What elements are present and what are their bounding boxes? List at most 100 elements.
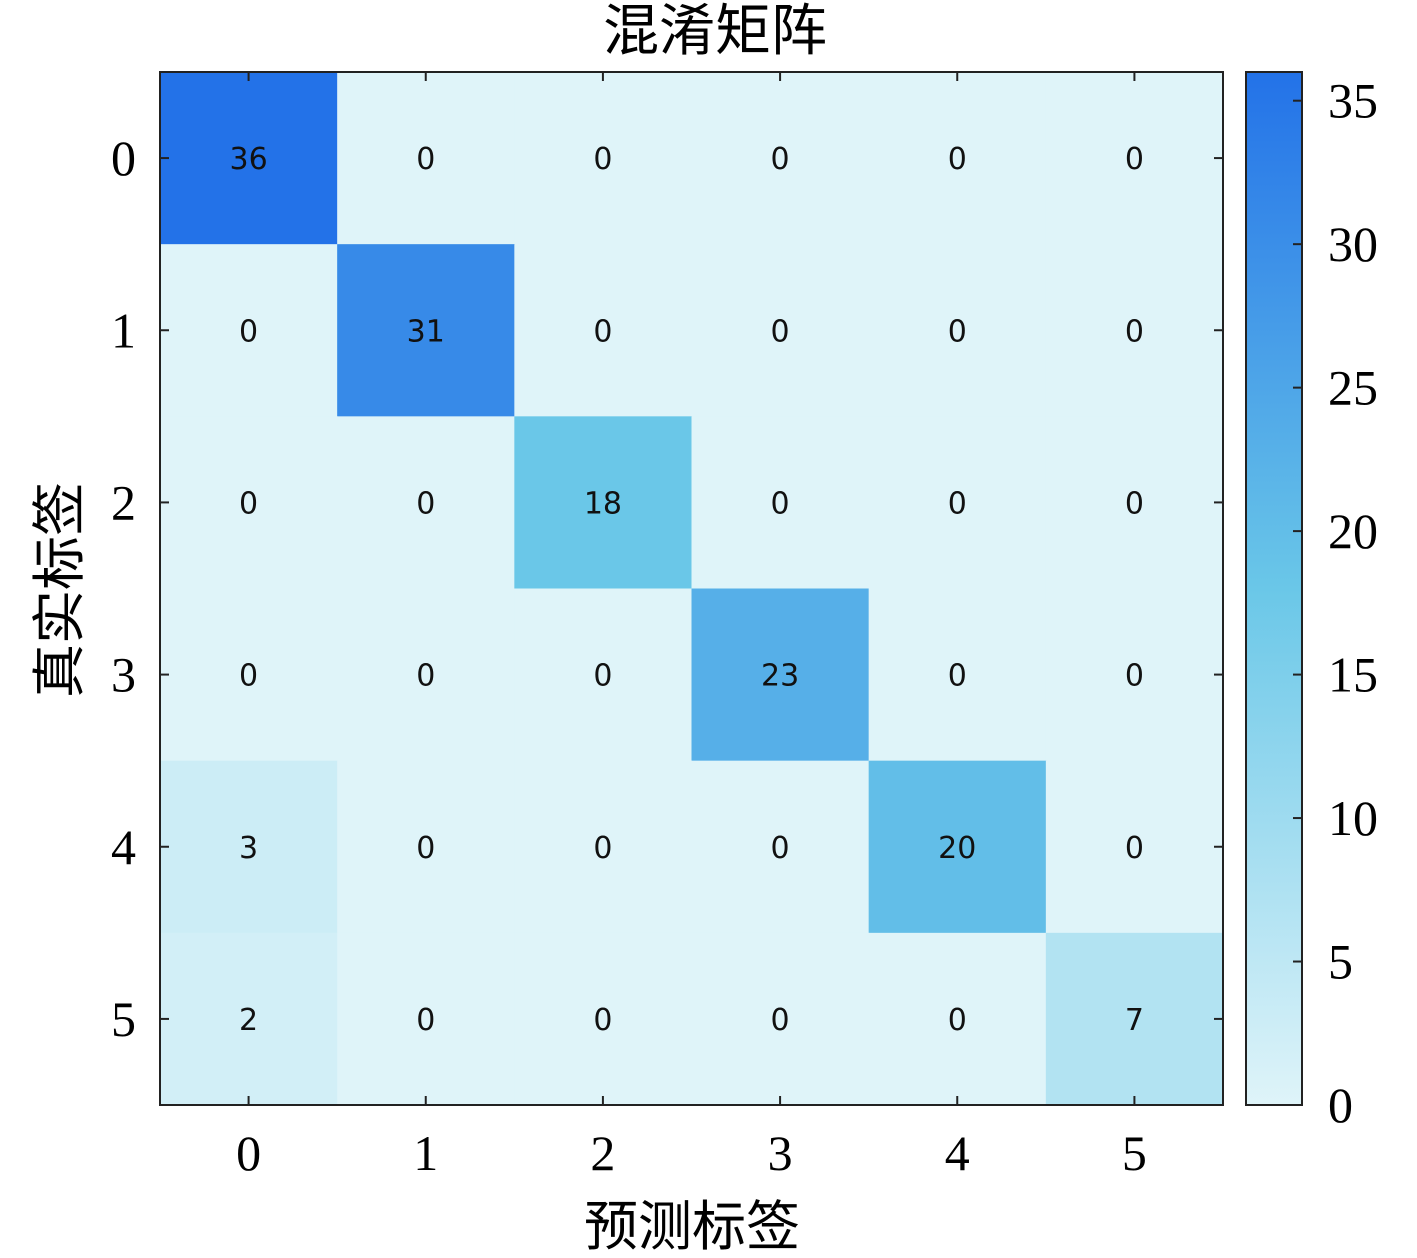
x-tick-label-4: 4: [945, 1125, 970, 1181]
y-axis-label: 真实标签: [28, 482, 91, 698]
heatmap-cell-0-5: [1045, 72, 1224, 245]
heatmap-cell-5-3: [691, 932, 870, 1106]
x-tick-label-5: 5: [1122, 1125, 1147, 1181]
colorbar-tick-label-0: 0: [1328, 1077, 1353, 1133]
cell-value-label-1-3: 0: [771, 314, 790, 349]
heatmap-cell-0-3: [691, 72, 870, 245]
cell-value-label-2-2: 18: [584, 486, 622, 521]
heatmap-cell-4-5: [1045, 760, 1224, 934]
y-axis-tick-labels: 0 1 2 3 4 5: [111, 130, 136, 1047]
colorbar-tick-label-6: 30: [1328, 216, 1378, 272]
cell-value-label-3-5: 0: [1125, 659, 1144, 694]
heatmap-cell-1-5: [1045, 244, 1224, 417]
x-axis-label: 预测标签: [584, 1195, 800, 1258]
cell-value-label-0-5: 0: [1125, 142, 1144, 177]
colorbar-tick-label-1: 5: [1328, 934, 1353, 990]
heatmap-cell-3-5: [1045, 588, 1224, 762]
cell-value-label-0-1: 0: [416, 142, 435, 177]
heatmap-cell-0-0: [160, 72, 338, 245]
cell-value-label-5-2: 0: [593, 1003, 612, 1038]
cell-value-label-1-0: 0: [239, 314, 258, 349]
y-tick-label-3: 3: [111, 647, 136, 703]
cell-value-label-4-2: 0: [593, 831, 612, 866]
heatmap-cell-labels: 36 0 0 0 0 00 31 0 0 0 00 0 18 0 0 00 0 0 23 0 03 0 0 0 20 02 0 0 0 0…: [229, 142, 1143, 1038]
heatmap-cell-0-1: [337, 72, 515, 245]
y-tick-label-2: 2: [111, 474, 136, 530]
x-axis-tick-labels: 0 1 2 3 4 5: [236, 1125, 1147, 1181]
cell-value-label-5-0: 2: [239, 1003, 258, 1038]
y-tick-label-0: 0: [111, 130, 136, 186]
heatmap-cell-3-4: [868, 588, 1047, 762]
y-tick-label-5: 5: [111, 991, 136, 1047]
cell-value-label-3-3: 23: [761, 659, 799, 694]
y-tick-label-4: 4: [111, 819, 136, 875]
heatmap-cell-4-2: [514, 760, 693, 934]
cell-value-label-5-5: 7: [1125, 1003, 1144, 1038]
cell-value-label-2-3: 0: [771, 486, 790, 521]
heatmap-cell-1-4: [868, 244, 1047, 417]
heatmap-cell-1-2: [514, 244, 693, 417]
heatmap-cell-0-2: [514, 72, 693, 245]
cell-value-label-0-2: 0: [593, 142, 612, 177]
cell-value-label-1-5: 0: [1125, 314, 1144, 349]
cell-value-label-4-0: 3: [239, 831, 258, 866]
x-tick-label-1: 1: [413, 1125, 438, 1181]
heatmap-cell-1-1: [337, 244, 515, 417]
heatmap-cell-0-4: [868, 72, 1047, 245]
cell-value-label-2-5: 0: [1125, 486, 1144, 521]
heatmap-cell-5-0: [160, 932, 338, 1106]
colorbar: [1245, 71, 1303, 1106]
colorbar-ticks: [1293, 99, 1302, 1106]
colorbar-tick-label-2: 10: [1328, 790, 1378, 846]
heatmap-cell-2-5: [1045, 416, 1224, 590]
heatmap-cell-5-4: [868, 932, 1047, 1106]
colorbar-tick-label-7: 35: [1328, 73, 1378, 129]
heatmap-cell-5-2: [514, 932, 693, 1106]
chart-title: 混淆矩阵: [603, 0, 827, 64]
heatmap-cell-3-3: [691, 588, 870, 762]
cell-value-label-0-0: 36: [229, 142, 267, 177]
axis-ticks: [160, 72, 1223, 1105]
heatmap-cell-2-1: [337, 416, 515, 590]
heatmap-cells: [160, 72, 1224, 1106]
cell-value-label-1-1: 31: [407, 314, 445, 349]
heatmap-cell-4-0: [160, 760, 338, 934]
cell-value-label-5-4: 0: [948, 1003, 967, 1038]
colorbar-tick-label-4: 20: [1328, 503, 1378, 559]
cell-value-label-1-2: 0: [593, 314, 612, 349]
cell-value-label-4-5: 0: [1125, 831, 1144, 866]
cell-value-label-3-1: 0: [416, 659, 435, 694]
y-tick-label-1: 1: [111, 302, 136, 358]
cell-value-label-3-4: 0: [948, 659, 967, 694]
heatmap-cell-2-2: [514, 416, 693, 590]
heatmap-cell-2-3: [691, 416, 870, 590]
heatmap-cell-1-0: [160, 244, 338, 417]
heatmap-cell-5-1: [337, 932, 515, 1106]
cell-value-label-4-1: 0: [416, 831, 435, 866]
cell-value-label-2-4: 0: [948, 486, 967, 521]
cell-value-label-2-1: 0: [416, 486, 435, 521]
heatmap-cell-4-4: [868, 760, 1047, 934]
colorbar-tick-label-3: 15: [1328, 647, 1378, 703]
cell-value-label-5-3: 0: [771, 1003, 790, 1038]
cell-value-label-1-4: 0: [948, 314, 967, 349]
cell-value-label-0-3: 0: [771, 142, 790, 177]
x-tick-label-0: 0: [236, 1125, 261, 1181]
cell-value-label-2-0: 0: [239, 486, 258, 521]
cell-value-label-4-4: 20: [938, 831, 976, 866]
heatmap-cell-2-4: [868, 416, 1047, 590]
heatmap-cell-2-0: [160, 416, 338, 590]
plot-frame: [159, 71, 1224, 1106]
heatmap-cell-1-3: [691, 244, 870, 417]
x-tick-label-2: 2: [590, 1125, 615, 1181]
heatmap-cell-5-5: [1045, 932, 1224, 1106]
colorbar-tick-label-5: 25: [1328, 360, 1378, 416]
colorbar-tick-labels: 0 5 10 15 20 25 30 35: [1328, 73, 1378, 1133]
heatmap-cell-4-3: [691, 760, 870, 934]
cell-value-label-5-1: 0: [416, 1003, 435, 1038]
heatmap-cell-3-2: [514, 588, 693, 762]
cell-value-label-3-2: 0: [593, 659, 612, 694]
cell-value-label-4-3: 0: [771, 831, 790, 866]
heatmap-cell-4-1: [337, 760, 515, 934]
